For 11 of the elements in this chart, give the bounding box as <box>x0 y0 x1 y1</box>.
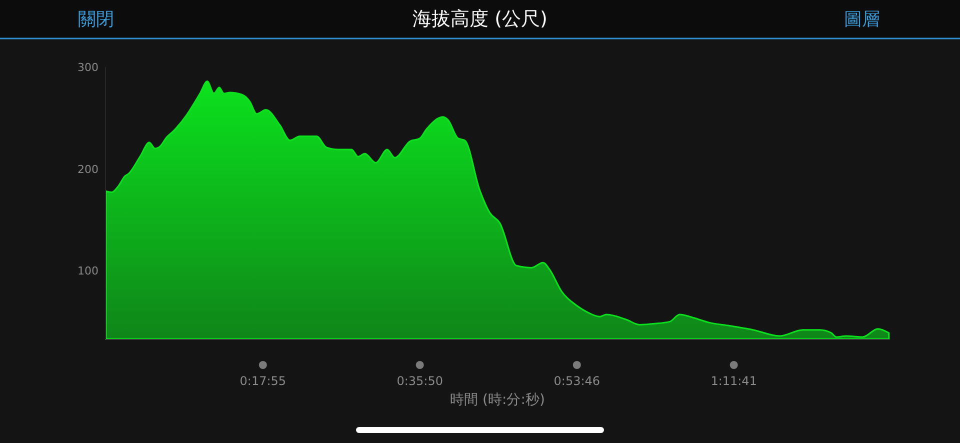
x-tick-label: 0:17:55 <box>240 374 286 388</box>
y-tick-label: 100 <box>78 264 98 278</box>
x-tick-label: 1:11:41 <box>710 374 757 388</box>
x-tick-label: 0:35:50 <box>396 374 443 388</box>
y-tick-label: 200 <box>78 162 98 176</box>
text: 圖層 <box>844 9 880 30</box>
y-tick-label: 300 <box>78 61 98 74</box>
text: 關閉 <box>78 9 114 30</box>
x-axis-title: 時間 (時:分:秒) <box>450 392 545 408</box>
chart-title: 海拔高度 (公尺) <box>412 8 548 30</box>
x-tick-label: 0:53:46 <box>554 374 600 388</box>
